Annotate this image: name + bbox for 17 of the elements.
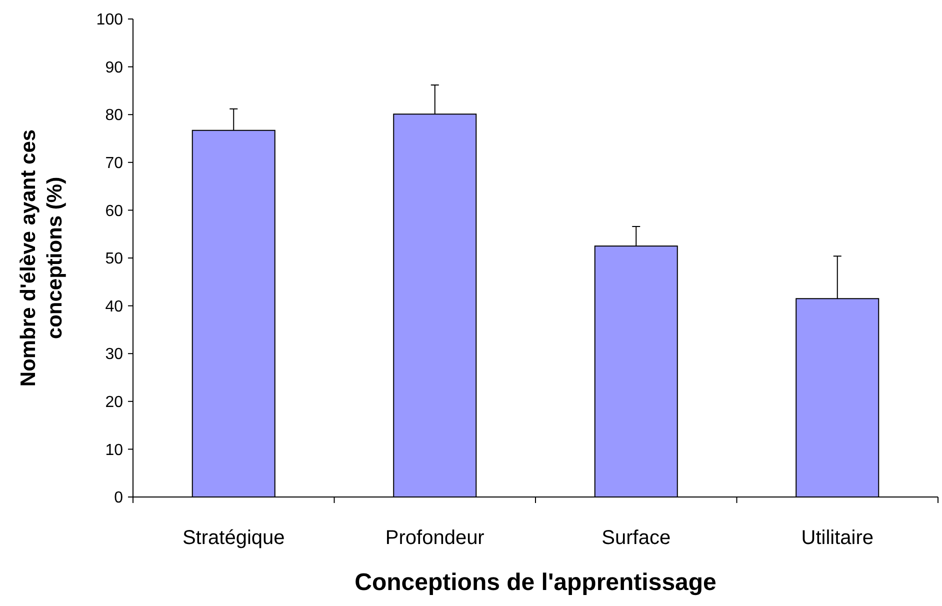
y-tick-label: 100 — [96, 12, 124, 29]
y-axis-title: Nombre d'élève ayant ces conceptions (%) — [17, 129, 66, 387]
y-tick-label: 10 — [105, 442, 124, 459]
y-tick-label: 40 — [105, 298, 124, 316]
y-tick-label: 0 — [114, 490, 124, 507]
x-tick-label: Surface — [602, 527, 671, 549]
y-tick-label: 90 — [105, 59, 124, 76]
y-tick-label: 80 — [105, 107, 124, 124]
y-tick-label: 20 — [105, 394, 124, 411]
x-tick-label: Utilitaire — [801, 527, 874, 549]
y-tick-label: 30 — [105, 346, 124, 364]
x-tick-label: Profondeur — [385, 527, 485, 549]
y-tick-label: 60 — [105, 202, 124, 220]
x-axis-title: Conceptions de l'apprentissage — [354, 569, 716, 596]
y-tick-label: 50 — [105, 250, 124, 268]
x-tick-label: Stratégique — [182, 527, 285, 549]
y-tick-label: 70 — [105, 155, 124, 172]
